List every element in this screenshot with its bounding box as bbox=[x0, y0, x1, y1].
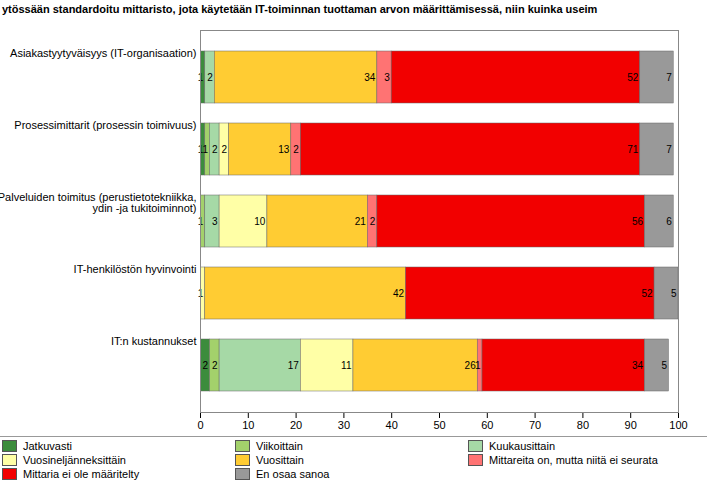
svg-text:71: 71 bbox=[627, 144, 639, 155]
svg-text:56: 56 bbox=[632, 216, 644, 227]
svg-text:1: 1 bbox=[197, 287, 204, 299]
svg-text:80: 80 bbox=[577, 419, 589, 431]
svg-text:7: 7 bbox=[666, 72, 672, 83]
svg-text:1: 1 bbox=[202, 144, 208, 155]
svg-text:30: 30 bbox=[338, 419, 350, 431]
svg-text:6: 6 bbox=[666, 216, 672, 227]
svg-text:5: 5 bbox=[671, 288, 677, 299]
svg-text:1: 1 bbox=[197, 215, 204, 227]
svg-text:7: 7 bbox=[666, 144, 672, 155]
svg-text:70: 70 bbox=[529, 419, 541, 431]
html-text:Jatkuvasti: Jatkuvasti bbox=[23, 440, 72, 452]
svg-text:3: 3 bbox=[384, 72, 390, 83]
svg-text:2: 2 bbox=[370, 216, 376, 227]
svg-text:11: 11 bbox=[341, 360, 352, 371]
svg-text:5: 5 bbox=[661, 360, 667, 371]
svg-text:2: 2 bbox=[293, 144, 299, 155]
svg-text:1: 1 bbox=[197, 71, 204, 83]
svg-text:52: 52 bbox=[641, 288, 653, 299]
svg-text:10: 10 bbox=[254, 216, 266, 227]
html-text:Kuukausittain: Kuukausittain bbox=[489, 440, 555, 452]
svg-text:IT-henkilöstön hyvinvointi: IT-henkilöstön hyvinvointi bbox=[74, 263, 197, 275]
svg-text:Prosessimittarit (prosessin to: Prosessimittarit (prosessin toimivuus) bbox=[14, 119, 196, 131]
html-text:Vuosittain: Vuosittain bbox=[256, 454, 304, 466]
svg-text:34: 34 bbox=[364, 72, 376, 83]
svg-text:60: 60 bbox=[481, 419, 493, 431]
svg-text:34: 34 bbox=[632, 360, 644, 371]
svg-text:100: 100 bbox=[669, 419, 687, 431]
svg-text:Asiakastyytyväisyys (IT-organi: Asiakastyytyväisyys (IT-organisaation) bbox=[10, 47, 196, 59]
svg-text:20: 20 bbox=[290, 419, 302, 431]
svg-text:2: 2 bbox=[207, 72, 213, 83]
html-text:En osaa sanoa: En osaa sanoa bbox=[256, 468, 330, 480]
svg-text:40: 40 bbox=[386, 419, 398, 431]
html-text:Viikoittain: Viikoittain bbox=[256, 440, 303, 452]
html-text:ytössään standardoitu mittaris: ytössään standardoitu mittaristo, jota k… bbox=[2, 3, 598, 15]
svg-text:Palveluiden toimitus (perustie: Palveluiden toimitus (perustietotekniikk… bbox=[0, 191, 197, 214]
svg-text:26: 26 bbox=[464, 359, 476, 371]
svg-text:2: 2 bbox=[212, 360, 218, 371]
svg-text:2: 2 bbox=[212, 144, 218, 155]
svg-text:42: 42 bbox=[393, 288, 405, 299]
svg-text:17: 17 bbox=[288, 360, 300, 371]
svg-text:52: 52 bbox=[627, 72, 639, 83]
html-text:Mittaria ei ole määritelty: Mittaria ei ole määritelty bbox=[23, 468, 140, 480]
svg-text:3: 3 bbox=[212, 216, 218, 227]
svg-text:21: 21 bbox=[355, 216, 367, 227]
svg-text:IT:n kustannukset: IT:n kustannukset bbox=[111, 335, 197, 347]
svg-text:0: 0 bbox=[197, 419, 203, 431]
svg-text:10: 10 bbox=[242, 419, 254, 431]
svg-text:2: 2 bbox=[202, 360, 208, 371]
svg-text:13: 13 bbox=[278, 144, 290, 155]
html-text:Vuosineljänneksittäin: Vuosineljänneksittäin bbox=[23, 454, 126, 466]
html-text:Mittareita on, mutta niitä ei: Mittareita on, mutta niitä ei seurata bbox=[489, 454, 658, 466]
svg-text:1: 1 bbox=[475, 360, 481, 371]
svg-text:90: 90 bbox=[625, 419, 637, 431]
svg-text:50: 50 bbox=[433, 419, 445, 431]
svg-text:2: 2 bbox=[222, 144, 228, 155]
